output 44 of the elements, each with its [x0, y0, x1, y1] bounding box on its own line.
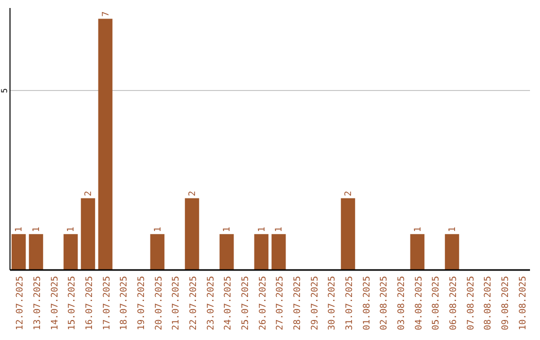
data-label: 2: [188, 190, 198, 196]
x-tick-label: 26.07.2025: [258, 276, 268, 330]
data-label: 1: [153, 226, 164, 232]
x-tick-label: 23.07.2025: [206, 276, 216, 330]
x-tick-label: 30.07.2025: [328, 276, 338, 330]
x-tick-label: 27.07.2025: [276, 276, 286, 330]
x-tick-label: 10.08.2025: [518, 276, 528, 330]
x-tick-label: 02.08.2025: [380, 276, 390, 330]
data-label: 1: [413, 226, 424, 232]
x-tick-label: 16.07.2025: [85, 276, 95, 330]
data-label: 1: [274, 226, 285, 232]
x-tick-label: 13.07.2025: [33, 276, 43, 330]
x-tick-label: 09.08.2025: [501, 276, 511, 330]
x-tick-label: 05.08.2025: [432, 276, 442, 330]
data-label: 2: [84, 190, 94, 196]
x-tick-label: 06.08.2025: [449, 276, 459, 330]
x-tick-label: 04.08.2025: [414, 276, 424, 330]
x-tick-label: 15.07.2025: [68, 276, 78, 330]
x-tick-label: 25.07.2025: [241, 276, 251, 330]
data-label: 2: [344, 190, 354, 196]
x-tick-label: 07.08.2025: [466, 276, 476, 330]
x-tick-label: 28.07.2025: [293, 276, 303, 330]
x-tick-label: 29.07.2025: [310, 276, 320, 330]
x-tick-label: 31.07.2025: [345, 276, 355, 330]
x-tick-label: 22.07.2025: [189, 276, 199, 330]
data-label: 1: [448, 226, 458, 232]
x-tick-label: 18.07.2025: [120, 276, 130, 330]
x-tick-label: 08.08.2025: [484, 276, 494, 330]
x-tick-label: 24.07.2025: [224, 276, 234, 330]
data-label: 1: [257, 226, 268, 232]
data-label: 1: [14, 226, 25, 232]
x-tick-label: 20.07.2025: [154, 276, 164, 330]
data-label: 1: [222, 226, 233, 232]
x-tick-label: 03.08.2025: [397, 276, 407, 330]
x-tick-label: 17.07.2025: [102, 276, 112, 330]
data-label: 1: [32, 226, 42, 232]
x-tick-label: 19.07.2025: [137, 276, 147, 330]
y-tick-label: 5: [0, 88, 9, 93]
x-tick-label: 14.07.2025: [50, 276, 60, 330]
x-tick-label: 01.08.2025: [362, 276, 372, 330]
data-label: 1: [66, 226, 77, 232]
x-tick-label: 21.07.2025: [172, 276, 182, 330]
x-tick-label: 12.07.2025: [16, 276, 26, 330]
data-label: 7: [101, 11, 112, 17]
